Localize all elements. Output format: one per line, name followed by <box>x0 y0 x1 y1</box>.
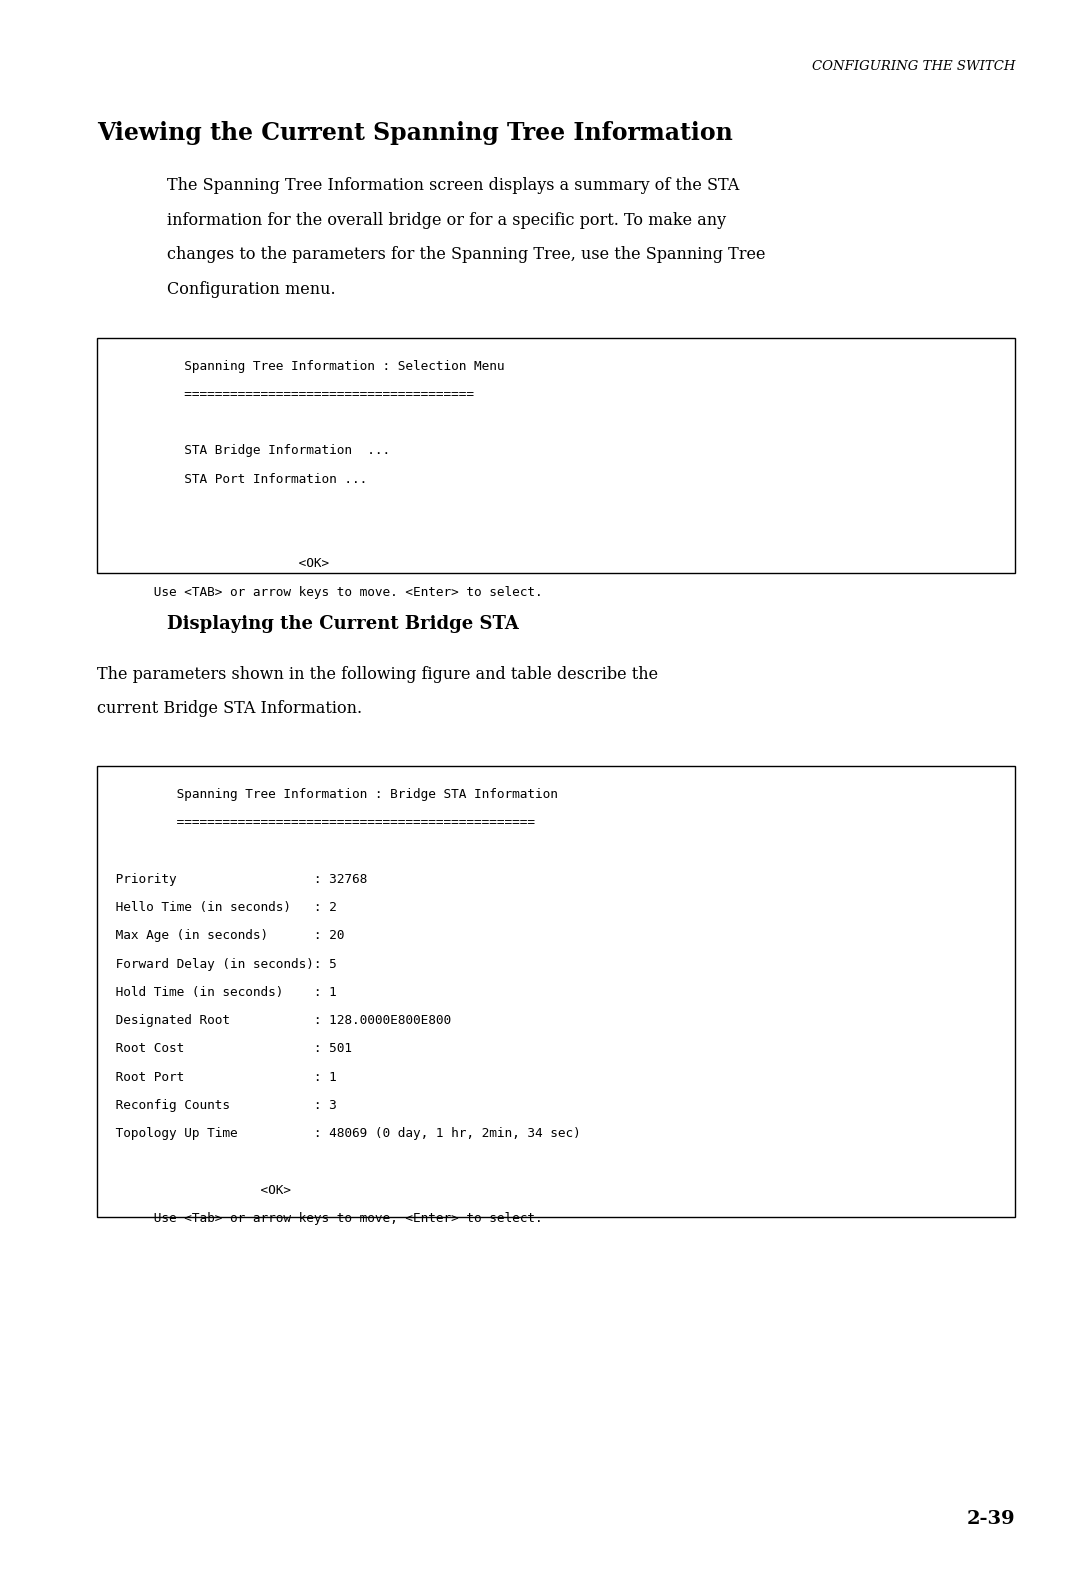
Bar <box>97 338 1015 573</box>
Text: Hold Time (in seconds)    : 1: Hold Time (in seconds) : 1 <box>108 986 337 999</box>
Text: Use <TAB> or arrow keys to move. <Enter> to select.: Use <TAB> or arrow keys to move. <Enter>… <box>108 586 542 598</box>
Text: Hello Time (in seconds)   : 2: Hello Time (in seconds) : 2 <box>108 901 337 914</box>
Text: CONFIGURING THE SWITCH: CONFIGURING THE SWITCH <box>812 60 1015 72</box>
Text: STA Port Information ...: STA Port Information ... <box>108 473 367 485</box>
Text: STA Bridge Information  ...: STA Bridge Information ... <box>108 444 390 457</box>
Text: The Spanning Tree Information screen displays a summary of the STA: The Spanning Tree Information screen dis… <box>167 177 740 195</box>
Text: ===============================================: ========================================… <box>108 816 535 829</box>
Text: Root Cost                 : 501: Root Cost : 501 <box>108 1042 352 1055</box>
Text: Viewing the Current Spanning Tree Information: Viewing the Current Spanning Tree Inform… <box>97 121 733 144</box>
Text: <OK>: <OK> <box>108 557 329 570</box>
Text: Priority                  : 32768: Priority : 32768 <box>108 873 367 885</box>
Text: information for the overall bridge or for a specific port. To make any: information for the overall bridge or fo… <box>167 212 727 229</box>
Text: Configuration menu.: Configuration menu. <box>167 281 336 298</box>
Text: Max Age (in seconds)      : 20: Max Age (in seconds) : 20 <box>108 929 345 942</box>
Text: The parameters shown in the following figure and table describe the: The parameters shown in the following fi… <box>97 666 659 683</box>
Text: current Bridge STA Information.: current Bridge STA Information. <box>97 700 362 717</box>
Text: Forward Delay (in seconds): 5: Forward Delay (in seconds): 5 <box>108 958 337 970</box>
Text: changes to the parameters for the Spanning Tree, use the Spanning Tree: changes to the parameters for the Spanni… <box>167 246 766 264</box>
Text: ======================================: ====================================== <box>108 388 474 400</box>
Text: <OK>: <OK> <box>108 1184 291 1196</box>
Text: Root Port                 : 1: Root Port : 1 <box>108 1071 337 1083</box>
Text: Reconfig Counts           : 3: Reconfig Counts : 3 <box>108 1099 337 1112</box>
Bar <box>97 766 1015 1217</box>
Text: 2-39: 2-39 <box>967 1510 1015 1528</box>
Text: Topology Up Time          : 48069 (0 day, 1 hr, 2min, 34 sec): Topology Up Time : 48069 (0 day, 1 hr, 2… <box>108 1127 581 1140</box>
Text: Spanning Tree Information : Selection Menu: Spanning Tree Information : Selection Me… <box>108 360 504 372</box>
Text: Spanning Tree Information : Bridge STA Information: Spanning Tree Information : Bridge STA I… <box>108 788 558 801</box>
Text: Designated Root           : 128.0000E800E800: Designated Root : 128.0000E800E800 <box>108 1014 451 1027</box>
Text: Use <Tab> or arrow keys to move, <Enter> to select.: Use <Tab> or arrow keys to move, <Enter>… <box>108 1212 542 1225</box>
Text: Displaying the Current Bridge STA: Displaying the Current Bridge STA <box>167 615 519 633</box>
